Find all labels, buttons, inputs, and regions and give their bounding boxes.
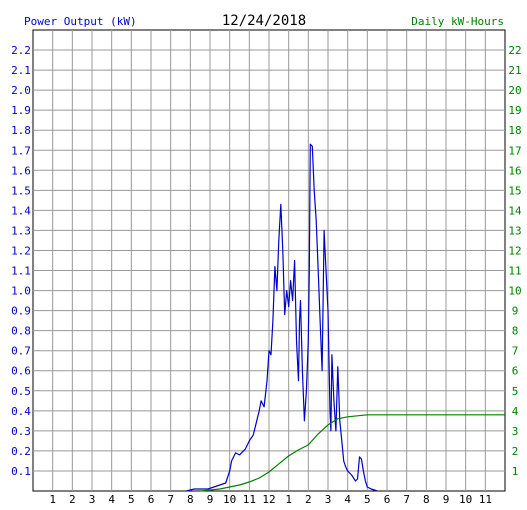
y-left-tick-label: 0.9 [11,305,31,318]
y-right-tick-label: 22 [508,44,521,57]
y-left-tick-label: 1.1 [11,265,31,278]
x-tick-label: 8 [423,493,430,506]
y-right-tick-label: 4 [512,405,519,418]
y-right-tick-label: 17 [508,144,521,157]
x-tick-label: 12 [262,493,275,506]
x-tick-label: 5 [364,493,371,506]
y-left-tick-label: 1.3 [11,224,31,237]
y-right-tick-label: 9 [512,305,519,318]
y-left-tick-label: 0.1 [11,465,31,478]
x-tick-label: 11 [479,493,492,506]
series [186,143,505,492]
chart-date: 12/24/2018 [222,13,306,29]
x-tick-label: 2 [69,493,76,506]
x-tick-label: 1 [285,493,292,506]
y-right-tick-label: 7 [512,345,519,358]
x-tick-label: 3 [89,493,96,506]
y-left-tick-label: 0.7 [11,345,31,358]
y-right-tick-label: 18 [508,124,521,137]
x-tick-label: 9 [207,493,214,506]
y-left-tick-label: 0.6 [11,365,31,378]
right-axis-title: Daily kW-Hours [411,15,504,28]
y-left-tick-label: 0.5 [11,385,31,398]
left-axis-title: Power Output (kW) [24,15,137,28]
y-left-tick-label: 1.0 [11,285,31,298]
y-right-tick-label: 21 [508,64,521,77]
x-tick-label: 11 [243,493,256,506]
y-right-tick-label: 19 [508,104,521,117]
y-right-tick-label: 10 [508,285,521,298]
y-left-tick-label: 0.2 [11,445,31,458]
y-right-tick-label: 12 [508,244,521,257]
x-tick-label: 10 [223,493,236,506]
grid [33,30,505,491]
y-right-tick-label: 1 [512,465,519,478]
x-tick-label: 7 [403,493,410,506]
y-right-tick-label: 11 [508,265,521,278]
y-left-tick-label: 2.2 [11,44,31,57]
x-tick-label: 7 [167,493,174,506]
x-tick-label: 10 [459,493,472,506]
power-series-line [186,143,378,492]
y-right-tick-label: 5 [512,385,519,398]
y-left-tick-label: 0.3 [11,425,31,438]
y-right-tick-label: 16 [508,164,521,177]
y-left-tick-label: 1.8 [11,124,31,137]
x-tick-label: 1 [49,493,56,506]
x-tick-label: 3 [325,493,332,506]
y-left-tick-label: 1.7 [11,144,31,157]
y-right-tick-label: 14 [508,204,522,217]
energy-series-line [200,414,505,492]
y-right-tick-label: 20 [508,84,521,97]
x-tick-label: 9 [443,493,450,506]
y-left-tick-label: 1.4 [11,204,31,217]
y-left-tick-label: 0.8 [11,325,31,338]
x-tick-label: 4 [344,493,351,506]
y-left-tick-label: 1.6 [11,164,31,177]
x-tick-label: 6 [384,493,391,506]
y-right-tick-label: 2 [512,445,519,458]
y-left-tick-label: 1.9 [11,104,31,117]
y-left-tick-label: 2.0 [11,84,31,97]
y-right-tick-label: 8 [512,325,519,338]
y-left-tick-label: 0.4 [11,405,31,418]
x-tick-label: 4 [108,493,115,506]
y-left-tick-label: 1.2 [11,244,31,257]
y-right-tick-label: 13 [508,224,521,237]
y-right-tick-label: 15 [508,184,521,197]
x-tick-label: 2 [305,493,312,506]
x-tick-label: 6 [148,493,155,506]
y-right-tick-label: 3 [512,425,519,438]
y-left-tick-label: 2.1 [11,64,31,77]
axis-ticks: 0.1 0.2 0.3 0.4 0.5 0.6 0.7 0.8 0.9 1.0 1.1 1.2 1.3 1… [11,44,522,506]
y-left-tick-label: 1.5 [11,184,31,197]
y-right-tick-label: 6 [512,365,519,378]
x-tick-label: 8 [187,493,194,506]
x-tick-label: 5 [128,493,135,506]
